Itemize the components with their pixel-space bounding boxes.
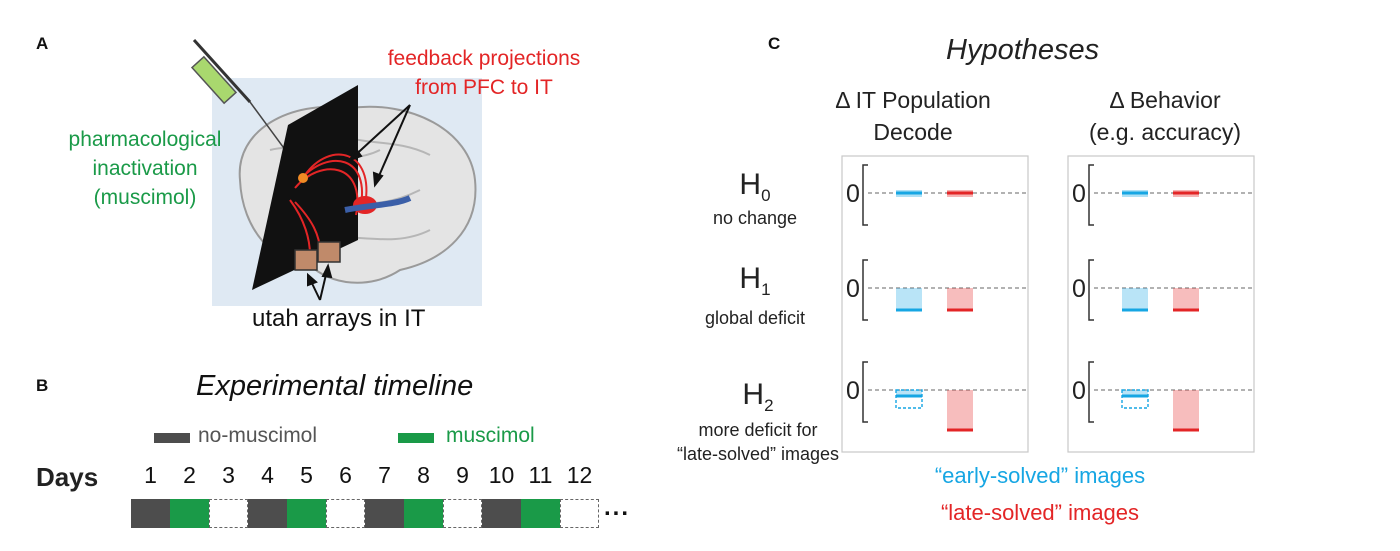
h1-symbol: H bbox=[739, 262, 762, 295]
beh-row1-zero-label: 0 bbox=[1072, 275, 1086, 303]
column-header-behavior: Δ Behavior (e.g. accuracy) bbox=[1060, 84, 1270, 148]
day-cell-1 bbox=[131, 499, 170, 528]
it-row1-bracket bbox=[862, 259, 868, 321]
hypothesis-h2: H2 more deficit for “late-solved” images bbox=[662, 378, 854, 466]
utah-arrays-label: utah arrays in IT bbox=[252, 305, 426, 332]
injection-site bbox=[298, 173, 308, 183]
column-header-behavior-line-2: (e.g. accuracy) bbox=[1088, 119, 1242, 145]
beh-row2-early-shade bbox=[1122, 390, 1148, 396]
it-region bbox=[344, 195, 412, 213]
it-row2-zero-label: 0 bbox=[846, 377, 860, 405]
coronal-slice-plane bbox=[252, 85, 358, 290]
beh-row1-early-shade bbox=[1122, 288, 1148, 310]
day-label-4: 4 bbox=[261, 462, 274, 488]
it-row1-early-shade bbox=[896, 288, 922, 310]
it-row0-zero-label: 0 bbox=[846, 180, 860, 208]
day-cell-2 bbox=[170, 499, 209, 528]
column-header-it-decode: Δ IT Population Decode bbox=[808, 84, 1018, 148]
hypotheses-title: Hypotheses bbox=[946, 34, 1100, 66]
day-cell-11 bbox=[521, 499, 560, 528]
behavior-plot-marks: 0 0 0 bbox=[1072, 164, 1252, 432]
timeline-ellipsis: ... bbox=[604, 494, 631, 521]
h2-subscript: 2 bbox=[764, 396, 774, 415]
day-cell-9 bbox=[443, 499, 482, 528]
it-row2-bracket bbox=[862, 361, 868, 423]
legend-swatch-muscimol bbox=[398, 433, 434, 443]
day-label-12: 12 bbox=[566, 462, 593, 488]
column-header-behavior-line-1: Δ Behavior bbox=[1109, 87, 1221, 113]
timeline-title: Experimental timeline bbox=[196, 370, 474, 402]
h1-description: global deficit bbox=[704, 308, 806, 328]
legend-swatch-no-muscimol bbox=[154, 433, 190, 443]
h1-subscript: 1 bbox=[761, 280, 771, 299]
it-decode-plot-marks: 0 0 0 bbox=[846, 164, 1026, 432]
days-label: Days bbox=[36, 462, 99, 492]
beh-row2-late-shade bbox=[1173, 390, 1199, 430]
inactivation-label-line-3: (muscimol) bbox=[93, 186, 197, 209]
h2-symbol: H bbox=[742, 378, 765, 411]
hypothesis-h1: H1 global deficit bbox=[680, 262, 830, 329]
day-cell-8 bbox=[404, 499, 443, 528]
legend-label-no-muscimol: no-muscimol bbox=[198, 424, 318, 447]
hypothesis-h0: H0 no change bbox=[680, 168, 830, 229]
day-label-3: 3 bbox=[222, 462, 235, 488]
panel-a-letter: A bbox=[36, 34, 49, 53]
beh-row2-bracket bbox=[1088, 361, 1094, 423]
h0-description: no change bbox=[712, 208, 798, 228]
day-label-10: 10 bbox=[488, 462, 515, 488]
day-cell-3 bbox=[209, 499, 248, 528]
h0-subscript: 0 bbox=[761, 186, 771, 205]
h0-symbol: H bbox=[739, 168, 762, 201]
day-cell-6 bbox=[326, 499, 365, 528]
it-decode-plot: 0 0 0 bbox=[841, 155, 1029, 453]
utah-array-1 bbox=[294, 249, 318, 271]
it-row2-early-outline bbox=[895, 389, 923, 409]
inactivation-label: pharmacological inactivation (muscimol) bbox=[40, 125, 250, 212]
inactivation-label-line-1: pharmacological bbox=[68, 128, 222, 151]
it-row1-late-shade bbox=[947, 288, 973, 310]
inactivation-label-line-2: inactivation bbox=[92, 157, 198, 180]
legend-late-solved: “late-solved” images bbox=[940, 500, 1140, 525]
day-label-5: 5 bbox=[300, 462, 313, 488]
it-row2-early-shade bbox=[896, 390, 922, 396]
day-cell-7 bbox=[365, 499, 404, 528]
beh-row2-early-outline bbox=[1121, 389, 1149, 409]
h2-description-line-2: “late-solved” images bbox=[676, 444, 840, 464]
brain-illustration bbox=[190, 38, 482, 306]
day-label-11: 11 bbox=[528, 462, 553, 488]
beh-row0-bracket bbox=[1088, 164, 1094, 226]
beh-row1-bracket bbox=[1088, 259, 1094, 321]
legend-label-muscimol: muscimol bbox=[446, 424, 535, 447]
day-label-2: 2 bbox=[183, 462, 196, 488]
feedback-projections-label: feedback projections from PFC to IT bbox=[344, 44, 624, 102]
day-cell-10 bbox=[482, 499, 521, 528]
day-label-9: 9 bbox=[456, 462, 469, 488]
beh-row2-zero-label: 0 bbox=[1072, 377, 1086, 405]
it-row0-bracket bbox=[862, 164, 868, 226]
behavior-plot: 0 0 0 bbox=[1067, 155, 1255, 453]
day-label-8: 8 bbox=[417, 462, 430, 488]
day-cell-4 bbox=[248, 499, 287, 528]
column-header-it-decode-line-2: Decode bbox=[873, 119, 953, 145]
column-header-it-decode-line-1: Δ IT Population bbox=[835, 87, 991, 113]
h2-description-line-1: more deficit for bbox=[698, 420, 818, 440]
beh-row1-late-shade bbox=[1173, 288, 1199, 310]
day-label-1: 1 bbox=[144, 462, 157, 488]
panel-b-letter: B bbox=[36, 376, 49, 395]
day-cell-12 bbox=[560, 499, 599, 528]
day-label-6: 6 bbox=[339, 462, 352, 488]
feedback-label-line-1: feedback projections bbox=[387, 47, 581, 70]
behavior-frame bbox=[1067, 155, 1255, 453]
panel-c-letter: C bbox=[768, 34, 781, 53]
beh-row0-zero-label: 0 bbox=[1072, 180, 1086, 208]
day-cell-5 bbox=[287, 499, 326, 528]
arrow-icons bbox=[307, 104, 411, 301]
it-row2-late-shade bbox=[947, 390, 973, 430]
it-row1-zero-label: 0 bbox=[846, 275, 860, 303]
it-decode-frame bbox=[841, 155, 1029, 453]
day-label-7: 7 bbox=[378, 462, 391, 488]
feedback-label-line-2: from PFC to IT bbox=[415, 76, 553, 99]
utah-array-2 bbox=[317, 241, 341, 263]
legend-early-solved: “early-solved” images bbox=[934, 463, 1146, 488]
